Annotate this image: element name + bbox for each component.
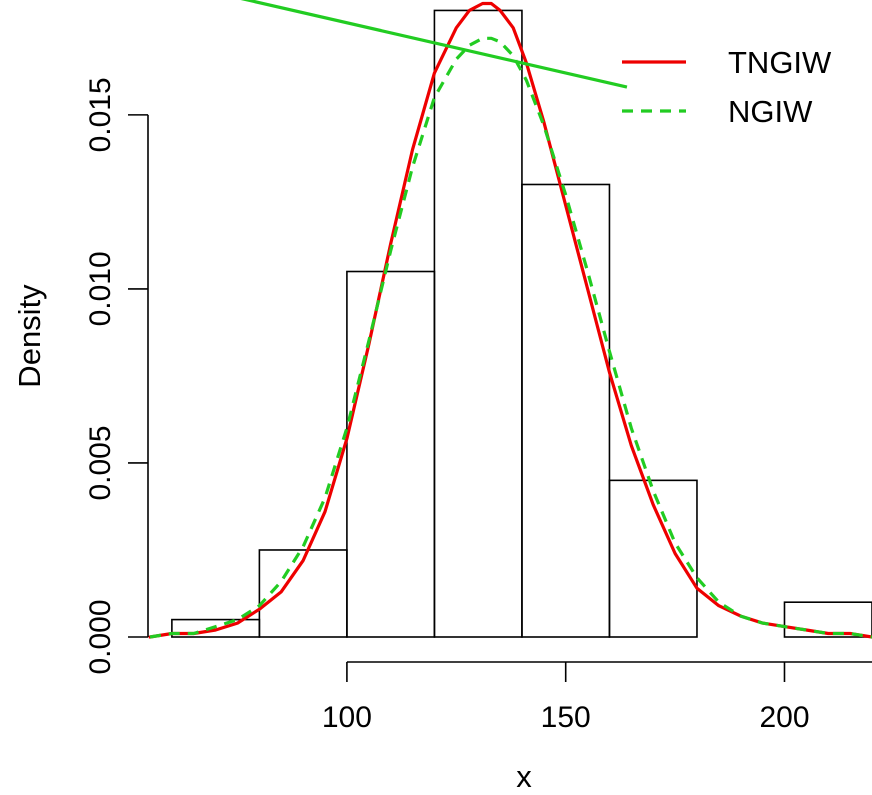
x-tick-label-0: 100 — [322, 701, 372, 734]
density-curves — [148, 0, 872, 639]
histogram-bar-4 — [433, 9, 523, 638]
y-tick-label-3: 0.015 — [84, 77, 117, 152]
y-tick-label-0: 0.000 — [84, 599, 117, 674]
histogram-bar-6 — [608, 479, 698, 638]
histogram-bar-3 — [346, 270, 436, 638]
y-axis-label: Density — [12, 284, 47, 388]
x-tick-label-2: 200 — [759, 701, 809, 734]
histogram-bar-5 — [521, 183, 611, 638]
histogram-bins — [171, 9, 872, 638]
y-axis: 0.000 0.005 0.010 0.015 — [84, 77, 149, 675]
x-tick-label-1: 150 — [541, 701, 591, 734]
legend: TNGIW NGIW — [622, 45, 832, 129]
histogram-bar-8 — [783, 601, 872, 638]
legend-label-tngiw: TNGIW — [728, 45, 832, 80]
y-tick-label-2: 0.010 — [84, 251, 117, 326]
legend-label-ngiw: NGIW — [728, 94, 813, 129]
x-axis-label: x — [516, 759, 532, 794]
x-axis: 100 150 200 — [322, 661, 872, 734]
green-line-segment — [240, 0, 628, 89]
y-tick-label-1: 0.005 — [84, 425, 117, 500]
ngiw-density-curve — [149, 36, 872, 639]
